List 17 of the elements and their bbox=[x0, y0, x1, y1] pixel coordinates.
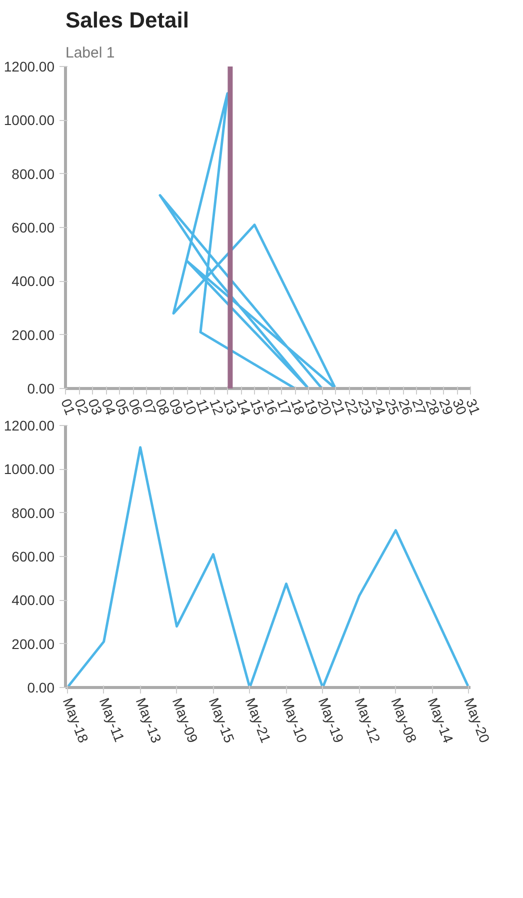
y-tick-label: 1200.00 bbox=[4, 58, 55, 74]
y-tick-label: 200.00 bbox=[12, 326, 55, 343]
y-tick-label: 0.00 bbox=[27, 380, 55, 396]
y-tick-label: 400.00 bbox=[12, 273, 55, 290]
y-tick-label: 600.00 bbox=[12, 548, 55, 564]
y-tick-label: 1200.00 bbox=[4, 418, 55, 434]
chart-title: Sales Detail bbox=[66, 8, 190, 32]
y-tick-label: 0.00 bbox=[27, 680, 55, 696]
y-tick-label: 1000.00 bbox=[4, 112, 55, 128]
y-tick-label: 400.00 bbox=[12, 592, 55, 608]
y-tick-label: 200.00 bbox=[12, 636, 55, 652]
y-tick-label: 800.00 bbox=[12, 166, 55, 182]
line-series bbox=[158, 92, 337, 388]
y-tick-label: 1000.00 bbox=[4, 461, 55, 478]
chart-subtitle: Label 1 bbox=[66, 44, 115, 62]
y-tick-label: 600.00 bbox=[12, 220, 55, 236]
y-tick-label: 800.00 bbox=[12, 504, 55, 521]
